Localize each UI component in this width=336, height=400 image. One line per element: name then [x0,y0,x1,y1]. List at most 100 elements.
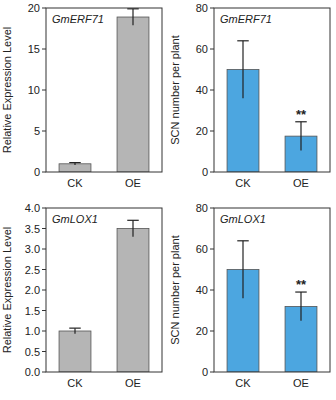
plot-frame [214,208,330,372]
error-bar [127,9,138,25]
y-tick-label: 60 [196,243,208,255]
x-tick-label: OE [293,177,309,189]
title: GmERF71 [52,13,104,25]
error-line [74,328,75,334]
y-tick [42,249,46,250]
y-tick-label: 5 [34,125,40,137]
y-tick-label: 0 [202,166,208,178]
y-axis-label: Relative Expression Level [1,27,13,154]
error-line [300,122,301,151]
y-tick-label: 2.0 [25,284,40,296]
error-line [242,241,243,298]
y-tick-label: 3.0 [25,243,40,255]
panel: 0 20 40 60 80 CK OE SCN number per plant GmERF71… [169,2,330,189]
error-cap [237,40,248,41]
x-tick-label: CK [235,377,251,389]
y-tick-label: 1.5 [25,305,40,317]
bar [117,17,149,172]
title: GmLOX1 [52,213,98,225]
y-tick-label: 40 [196,84,208,96]
marks [227,41,317,172]
y-tick-label: 20 [196,325,208,337]
y-tick [42,8,46,9]
y-tick-label: 10 [28,84,40,96]
error-bar [237,41,248,98]
y-tick-label: 2.5 [25,264,40,276]
error-cap [69,162,80,163]
title: GmLOX1 [220,213,266,225]
y-tick [210,208,214,209]
y-tick [42,372,46,373]
y-tick [42,208,46,209]
error-line [132,220,133,236]
y-tick-label: 20 [196,125,208,137]
error-cap [127,220,138,221]
x-tick-label: OE [125,377,141,389]
y-tick-label: 20 [28,2,40,14]
error-line [242,41,243,98]
marks [59,9,149,172]
y-tick [210,249,214,250]
y-tick-label: 40 [196,284,208,296]
marks [227,241,317,372]
y-tick-label: 60 [196,43,208,55]
bar [117,229,149,373]
y-tick [210,8,214,9]
error-cap [237,240,248,241]
x-tick-label: CK [235,177,251,189]
panel: 0 20 40 60 80 CK OE SCN number per plant GmLOX1 *… [169,202,330,389]
plot-frame [214,8,330,172]
y-axis-label: SCN number per plant [169,235,181,344]
y-tick [210,290,214,291]
error-bar [295,122,306,151]
error-line [300,292,301,321]
marks [59,220,149,372]
error-bar [69,328,80,334]
y-tick-label: 3.5 [25,223,40,235]
y-tick [210,131,214,132]
y-tick [210,90,214,91]
error-bar [69,163,80,165]
y-tick [42,49,46,50]
significance: ** [296,277,307,292]
y-tick [210,172,214,173]
y-tick [42,351,46,352]
y-tick [42,290,46,291]
figure: 0 5 10 15 20 CK OE Relative Expression Level GmE… [0,0,336,400]
y-tick-label: 80 [196,2,208,14]
y-axis-label: SCN number per plant [169,35,181,144]
title: GmERF71 [220,13,272,25]
y-tick-label: 15 [28,43,40,55]
y-tick-label: 1.0 [25,325,40,337]
y-tick-label: 0.5 [25,346,40,358]
error-bar [295,292,306,321]
y-tick [42,228,46,229]
y-tick-label: 80 [196,202,208,214]
y-tick-label: 0 [202,366,208,378]
x-tick-label: CK [67,377,83,389]
y-tick-label: 0 [34,166,40,178]
y-tick [42,269,46,270]
y-axis-label: Relative Expression Level [1,227,13,354]
error-bar [127,220,138,236]
y-tick [210,331,214,332]
bar [59,331,91,372]
significance: ** [296,107,307,122]
panel: 0.0 0.5 1.0 1.5 2.0 2.5 3.0 3.5 4.0 CK OE Relative … [1,202,162,389]
y-tick-label: 0.0 [25,366,40,378]
y-tick [42,331,46,332]
y-tick [210,49,214,50]
panel: 05101520CKOERelative Expression LevelGmE… [1,2,162,189]
y-tick [210,372,214,373]
y-tick [42,131,46,132]
error-bar [237,241,248,298]
y-tick [42,90,46,91]
error-line [132,9,133,25]
x-tick-label: CK [67,177,83,189]
y-tick-label: 4.0 [25,202,40,214]
y-tick [42,172,46,173]
plot-frame [46,208,162,372]
x-tick-label: OE [293,377,309,389]
error-cap [69,328,80,329]
plot-frame [46,8,162,172]
